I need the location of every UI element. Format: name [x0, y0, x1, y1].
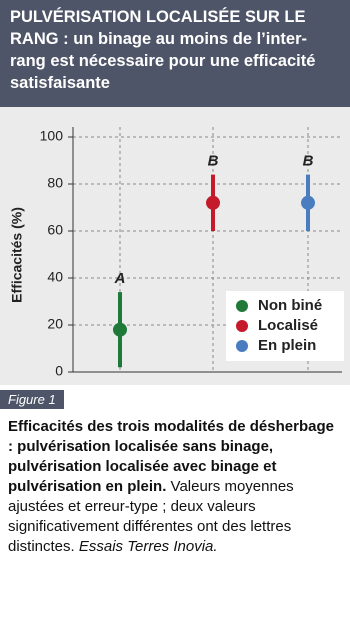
y-tick-label: 40: [47, 269, 63, 285]
point: [206, 195, 220, 210]
header-title: PULVÉRISATION LOCALISÉE SUR LE RANG : un…: [0, 0, 350, 107]
caption-text: Valeurs moyennes ajustées et erreur-type…: [8, 478, 294, 555]
legend-label: Localisé: [258, 317, 318, 334]
legend-swatch: [236, 340, 248, 352]
legend-swatch: [236, 320, 248, 332]
significance-letter: B: [303, 153, 314, 170]
point: [301, 195, 315, 210]
legend-label: En plein: [258, 337, 316, 354]
y-tick-label: 0: [55, 363, 63, 379]
point: [113, 322, 127, 337]
y-axis-label: Efficacités (%): [9, 207, 25, 303]
caption-source: Essais Terres Inovia.: [78, 538, 218, 555]
significance-letter: A: [114, 270, 126, 287]
y-tick-label: 80: [47, 175, 63, 191]
figure-tag: Figure 1: [0, 390, 64, 409]
legend-swatch: [236, 300, 248, 312]
legend-label: Non biné: [258, 297, 322, 314]
caption: Efficacités des trois modalités de déshe…: [0, 409, 350, 557]
y-tick-label: 20: [47, 316, 63, 332]
chart-area: Efficacités (%) 0 20 40 60 80 100 A B B Non biné L…: [0, 107, 350, 385]
y-tick-label: 100: [40, 128, 64, 144]
significance-letter: B: [208, 153, 219, 170]
caption-bold: Efficacités des trois modalités de déshe…: [8, 418, 334, 495]
chart: Efficacités (%) 0 20 40 60 80 100 A B B Non biné L…: [9, 127, 344, 379]
y-tick-label: 60: [47, 222, 63, 238]
